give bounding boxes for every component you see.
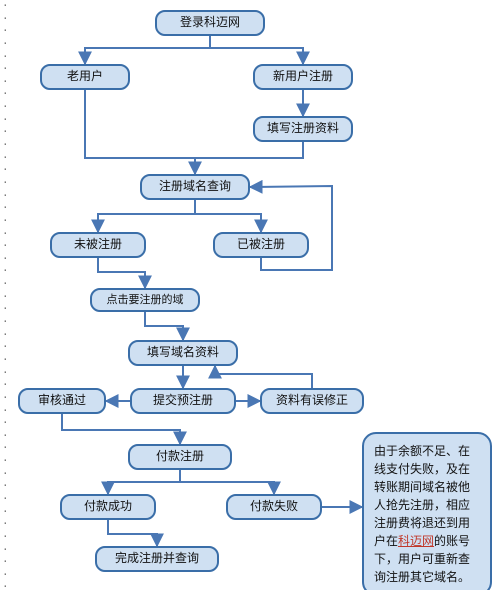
node-domain_q: 注册域名查询 xyxy=(140,174,250,200)
edge-14 xyxy=(62,414,180,444)
node-is_reg: 已被注册 xyxy=(213,232,309,258)
node-data_err: 资料有误修正 xyxy=(260,388,364,414)
edge-3 xyxy=(195,142,303,174)
node-click_dom: 点击要注册的域 xyxy=(90,288,200,312)
edge-15 xyxy=(108,470,180,494)
node-submit_pre: 提交预注册 xyxy=(130,388,236,414)
node-login: 登录科迈网 xyxy=(155,10,265,36)
edge-13 xyxy=(215,366,312,388)
edge-4 xyxy=(85,90,195,158)
node-done: 完成注册并查询 xyxy=(95,546,219,572)
edge-16 xyxy=(180,470,274,494)
node-fill_dom: 填写域名资料 xyxy=(128,340,238,366)
node-audit_ok: 审核通过 xyxy=(18,388,106,414)
flowchart-stage: · · · · · · · · · · · · · · · · · · · · … xyxy=(0,0,500,590)
edge-6 xyxy=(195,200,261,232)
edge-5 xyxy=(98,200,195,232)
node-old_user: 老用户 xyxy=(40,64,130,90)
node-fill_reg: 填写注册资料 xyxy=(253,116,353,142)
edge-8 xyxy=(98,258,145,288)
margin-dashes: · · · · · · · · · · · · · · · · · · · · … xyxy=(2,0,8,590)
node-pay_fail: 付款失败 xyxy=(226,494,322,520)
edge-9 xyxy=(145,312,183,340)
node-new_user: 新用户注册 xyxy=(253,64,353,90)
node-not_reg: 未被注册 xyxy=(50,232,146,258)
edge-0 xyxy=(85,36,210,64)
side-note: 由于余额不足、在线支付失败，及在转账期间域名被他人抢先注册，相应注册费将退还到用… xyxy=(362,432,492,590)
edge-17 xyxy=(108,520,157,546)
edge-1 xyxy=(210,36,303,64)
node-pay_reg: 付款注册 xyxy=(128,444,232,470)
node-pay_ok: 付款成功 xyxy=(60,494,156,520)
